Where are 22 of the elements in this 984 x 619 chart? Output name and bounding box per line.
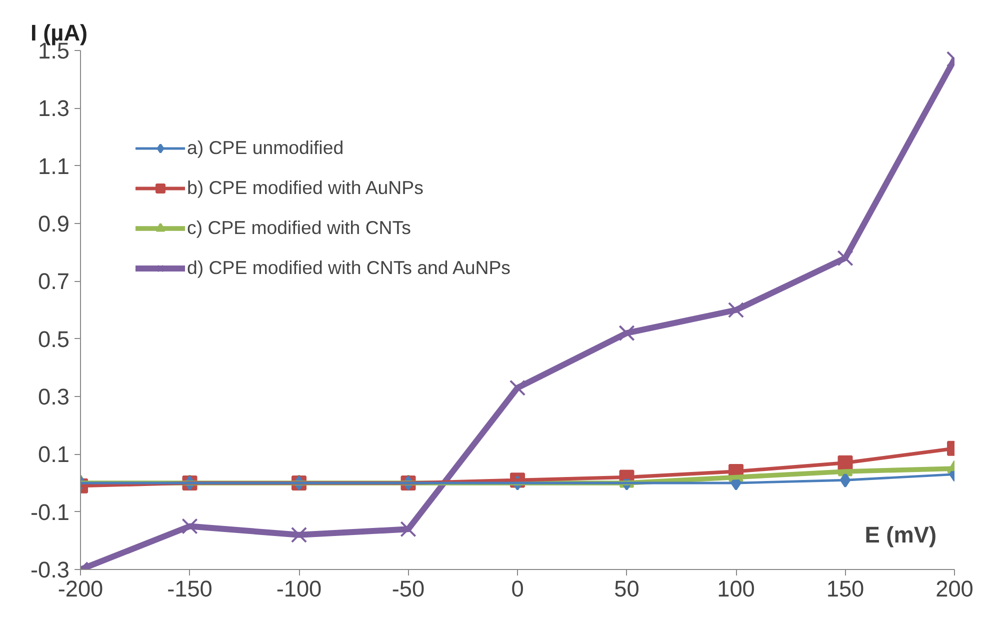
y-tick-label: -0.1 [30, 498, 70, 525]
y-tick-label: 0.3 [38, 384, 70, 410]
y-tick-label: 1.3 [38, 95, 70, 122]
y-tick-label: -0.3 [30, 556, 70, 582]
y-tick-label: 1.1 [38, 152, 70, 179]
x-tick-label: 150 [826, 576, 864, 602]
legend-label: d) CPE modified with CNTs and AuNPs [187, 257, 511, 279]
legend-label: c) CPE modified with CNTs [187, 217, 411, 239]
x-tick-label: 200 [936, 576, 974, 602]
x-tick-label: -150 [167, 576, 212, 602]
y-tick-label: 0.9 [38, 210, 70, 236]
x-axis-title: E (mV) [864, 522, 937, 548]
y-tick-label: 0.1 [38, 441, 70, 468]
x-tick-label: -50 [392, 576, 425, 602]
legend-label: a) CPE unmodified [187, 137, 344, 159]
y-tick-label: 0.7 [38, 268, 70, 294]
x-tick-label: 50 [614, 576, 640, 602]
x-tick-label: -100 [276, 576, 322, 602]
legend-label: b) CPE modified with AuNPs [187, 177, 424, 199]
x-tick-label: 0 [511, 576, 524, 602]
y-tick-label: 0.5 [38, 326, 70, 352]
x-tick-label: 100 [717, 576, 755, 602]
